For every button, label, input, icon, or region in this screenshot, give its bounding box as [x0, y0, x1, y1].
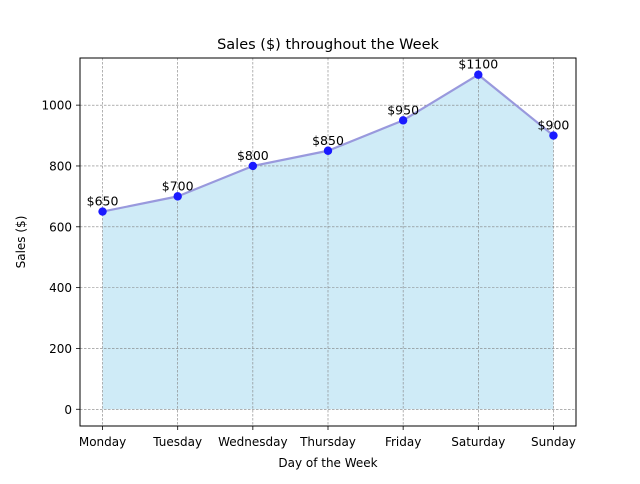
y-tick-label: 400 — [49, 281, 72, 295]
chart-title: Sales ($) throughout the Week — [217, 37, 439, 53]
data-label: $800 — [237, 148, 269, 163]
data-point-marker — [398, 116, 408, 125]
x-axis-label: Day of the Week — [278, 456, 377, 470]
y-tick-label: 200 — [49, 342, 72, 356]
x-tick-label: Thursday — [299, 435, 356, 449]
y-tick-label: 800 — [49, 159, 72, 173]
data-point-marker — [98, 207, 107, 216]
data-label: $850 — [312, 133, 344, 148]
x-tick-label: Monday — [79, 435, 126, 449]
y-tick-label: 600 — [49, 220, 72, 234]
data-point-marker — [248, 161, 258, 171]
grid-layer — [80, 58, 576, 426]
x-tick-label: Saturday — [451, 435, 505, 449]
x-tick-label: Tuesday — [152, 435, 202, 449]
data-point-marker — [173, 192, 182, 201]
data-point-marker — [549, 131, 558, 140]
data-point-marker — [323, 146, 333, 155]
x-tick-label: Friday — [385, 435, 421, 449]
data-label: $1100 — [458, 57, 498, 72]
x-axis-ticks: Monday Tuesday Wednesday Thursday Friday Satu… — [79, 426, 576, 449]
data-label: $900 — [538, 118, 570, 133]
marker-layer — [98, 70, 558, 216]
data-label: $950 — [387, 102, 419, 117]
data-label-layer: $650 $700 $800 $850 $950 $1100 $900 — [87, 57, 570, 209]
data-label: $650 — [87, 194, 119, 209]
y-axis-label: Sales ($) — [14, 216, 28, 269]
x-tick-label: Wednesday — [218, 435, 287, 449]
x-tick-label: Sunday — [531, 435, 576, 449]
y-tick-label: 1000 — [41, 99, 72, 113]
data-point-marker — [474, 70, 483, 79]
y-axis-ticks: 0 200 400 600 800 1000 — [41, 99, 80, 417]
y-tick-label: 0 — [64, 403, 72, 417]
data-label: $700 — [162, 178, 194, 193]
